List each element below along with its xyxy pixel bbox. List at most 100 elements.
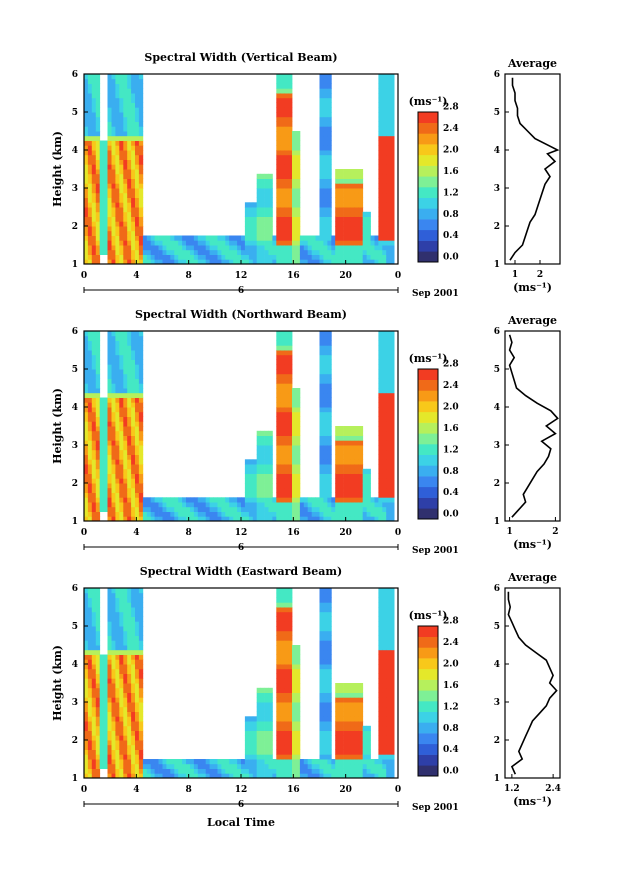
- heatmap-cell: [284, 340, 289, 346]
- heatmap-cell: [135, 216, 140, 222]
- heatmap-cell: [84, 97, 89, 103]
- heatmap-cell: [382, 88, 387, 94]
- heatmap-cell: [256, 497, 261, 503]
- heatmap-cell: [84, 159, 89, 165]
- heatmap-cell: [123, 345, 128, 351]
- heatmap-cell: [296, 749, 301, 755]
- heatmap-cell: [284, 592, 289, 598]
- heatmap-cell: [84, 197, 89, 203]
- heatmap-cell: [99, 202, 104, 208]
- heatmap-cell: [288, 78, 293, 84]
- heatmap-cell: [107, 721, 112, 727]
- heatmap-cell: [280, 749, 285, 755]
- heatmap-cell: [307, 763, 312, 769]
- heatmap-cell: [209, 768, 214, 774]
- heatmap-cell: [135, 74, 140, 80]
- heatmap-cell: [327, 407, 332, 413]
- heatmap-cell: [84, 378, 89, 384]
- heatmap-cell: [107, 487, 112, 493]
- heatmap-cell: [358, 697, 364, 703]
- heatmap-cell: [378, 402, 383, 408]
- heatmap-cell: [135, 721, 140, 727]
- heatmap-cell: [311, 511, 316, 517]
- heatmap-cell: [350, 259, 356, 265]
- heatmap-cell: [370, 516, 375, 522]
- heatmap-cell: [193, 773, 199, 779]
- heatmap-cell: [103, 478, 108, 484]
- heatmap-cell: [347, 216, 352, 222]
- heatmap-cell: [142, 497, 148, 503]
- heatmap-cell: [107, 364, 112, 370]
- heatmap-cell: [107, 178, 112, 184]
- heatmap-cell: [84, 725, 89, 731]
- heatmap-cell: [276, 245, 281, 251]
- heatmap-cell: [260, 211, 265, 217]
- heatmap-cell: [241, 240, 246, 246]
- heatmap-cell: [386, 211, 391, 217]
- heatmap-cell: [119, 725, 124, 731]
- heatmap-cell: [123, 107, 128, 113]
- heatmap-cell: [95, 188, 101, 194]
- heatmap-cell: [284, 331, 289, 337]
- heatmap-cell: [127, 354, 132, 360]
- heatmap-cell: [248, 759, 254, 765]
- heatmap-cell: [213, 768, 218, 774]
- colorbar-swatch: [418, 219, 438, 231]
- heatmap-cell: [248, 259, 254, 265]
- heatmap-cell: [115, 607, 120, 613]
- heatmap-cell: [350, 697, 356, 703]
- heatmap-cell: [390, 768, 395, 774]
- heatmap-cell: [87, 645, 93, 651]
- heatmap-cell: [233, 516, 238, 522]
- heatmap-cell: [374, 516, 379, 522]
- heatmap-cell: [131, 759, 136, 765]
- heatmap-cell: [115, 421, 120, 427]
- heatmap-cell: [91, 331, 97, 337]
- heatmap-cell: [115, 150, 120, 156]
- heatmap-cell: [217, 763, 222, 769]
- heatmap-cell: [91, 173, 97, 179]
- heatmap-cell: [115, 664, 120, 670]
- heatmap-cell: [91, 378, 97, 384]
- heatmap-cell: [284, 454, 289, 460]
- heatmap-cell: [131, 188, 136, 194]
- heatmap-cell: [280, 126, 285, 132]
- heatmap-cell: [131, 445, 136, 451]
- heatmap-cell: [107, 192, 112, 198]
- heatmap-cell: [327, 216, 332, 222]
- heatmap-cell: [135, 388, 140, 394]
- heatmap-cell: [123, 354, 128, 360]
- heatmap-cell: [95, 588, 101, 594]
- heatmap-cell: [107, 383, 112, 389]
- heatmap-cell: [146, 773, 152, 779]
- heatmap-cell: [280, 768, 285, 774]
- heatmap-cell: [115, 135, 120, 141]
- heatmap-cell: [284, 749, 289, 755]
- heatmap-cell: [87, 392, 93, 398]
- heatmap-cell: [335, 226, 340, 232]
- heatmap-cell: [233, 245, 238, 251]
- heatmap-cell: [268, 464, 273, 470]
- heatmap-cell: [378, 673, 383, 679]
- heatmap-cell: [131, 678, 136, 684]
- heatmap-cell: [256, 245, 261, 251]
- heatmap-cell: [84, 468, 89, 474]
- heatmap-cell: [390, 630, 395, 636]
- heatmap-cell: [123, 183, 128, 189]
- heatmap-cell: [288, 331, 293, 337]
- heatmap-cell: [107, 773, 112, 779]
- heatmap-cell: [87, 407, 93, 413]
- heatmap-cell: [111, 678, 116, 684]
- heatmap-cell: [252, 483, 258, 489]
- heatmap-cell: [252, 254, 258, 260]
- heatmap-cell: [315, 516, 320, 522]
- heatmap-cell: [84, 211, 89, 217]
- heatmap-cell: [119, 402, 124, 408]
- heatmap-cell: [288, 592, 293, 598]
- heatmap-cell: [327, 516, 332, 522]
- heatmap-cell: [280, 773, 285, 779]
- heatmap-cell: [276, 364, 281, 370]
- y-axis-label: Height (km): [51, 388, 64, 464]
- heatmap-cell: [115, 697, 120, 703]
- heatmap-cell: [107, 259, 112, 265]
